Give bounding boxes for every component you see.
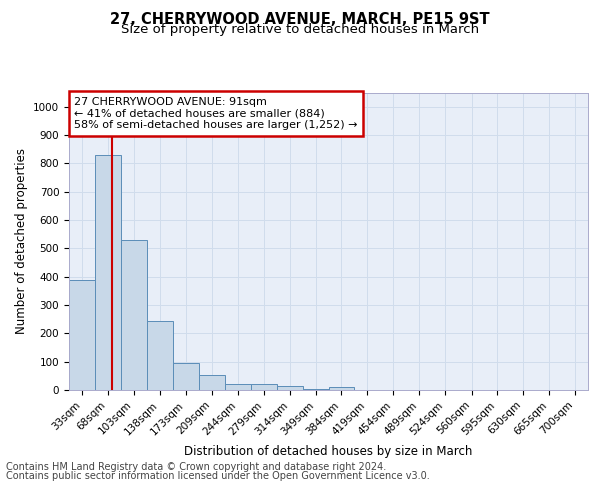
- Text: Contains HM Land Registry data © Crown copyright and database right 2024.: Contains HM Land Registry data © Crown c…: [6, 462, 386, 472]
- Text: 27 CHERRYWOOD AVENUE: 91sqm
← 41% of detached houses are smaller (884)
58% of se: 27 CHERRYWOOD AVENUE: 91sqm ← 41% of det…: [74, 97, 358, 130]
- Bar: [69, 280, 95, 390]
- Bar: [121, 240, 146, 390]
- Bar: [277, 386, 302, 390]
- Text: 27, CHERRYWOOD AVENUE, MARCH, PE15 9ST: 27, CHERRYWOOD AVENUE, MARCH, PE15 9ST: [110, 12, 490, 28]
- Bar: [225, 384, 251, 390]
- Text: Size of property relative to detached houses in March: Size of property relative to detached ho…: [121, 22, 479, 36]
- Bar: [302, 388, 329, 390]
- X-axis label: Distribution of detached houses by size in March: Distribution of detached houses by size …: [184, 445, 473, 458]
- Y-axis label: Number of detached properties: Number of detached properties: [14, 148, 28, 334]
- Bar: [95, 155, 121, 390]
- Text: Contains public sector information licensed under the Open Government Licence v3: Contains public sector information licen…: [6, 471, 430, 481]
- Bar: [146, 321, 173, 390]
- Bar: [173, 362, 199, 390]
- Bar: [199, 376, 225, 390]
- Bar: [329, 387, 355, 390]
- Bar: [251, 384, 277, 390]
